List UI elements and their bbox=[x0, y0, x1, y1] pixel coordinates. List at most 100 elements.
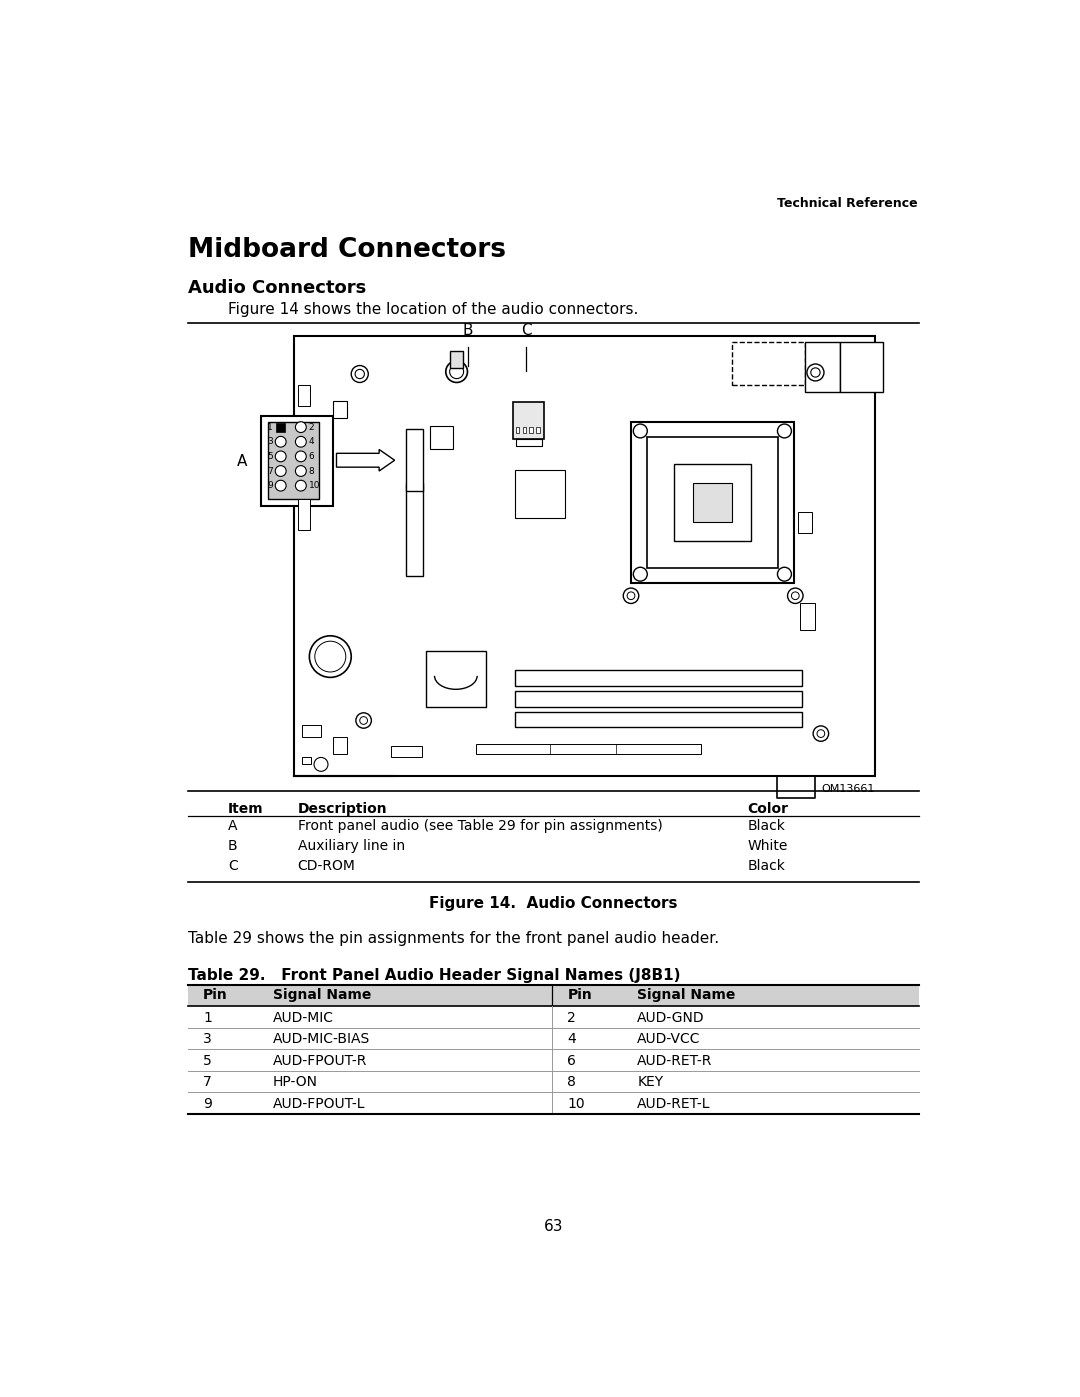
Text: 2: 2 bbox=[567, 1011, 577, 1025]
Text: HP-ON: HP-ON bbox=[273, 1076, 318, 1090]
Circle shape bbox=[296, 481, 307, 490]
Bar bbox=[333, 401, 347, 418]
Bar bbox=[301, 757, 311, 764]
Circle shape bbox=[633, 567, 647, 581]
Circle shape bbox=[816, 729, 825, 738]
Bar bbox=[298, 499, 310, 529]
Circle shape bbox=[275, 451, 286, 462]
Circle shape bbox=[807, 365, 824, 381]
Text: OM13661: OM13661 bbox=[822, 784, 875, 793]
Text: Black: Black bbox=[747, 859, 785, 873]
Circle shape bbox=[778, 567, 792, 581]
Text: 63: 63 bbox=[543, 1220, 564, 1234]
Text: 5: 5 bbox=[203, 1053, 212, 1067]
Text: 1: 1 bbox=[203, 1011, 212, 1025]
Circle shape bbox=[296, 451, 307, 462]
Text: 9: 9 bbox=[267, 481, 273, 490]
Text: 6: 6 bbox=[567, 1053, 577, 1067]
Bar bbox=[806, 342, 840, 393]
Circle shape bbox=[449, 365, 463, 379]
Circle shape bbox=[623, 588, 638, 604]
Bar bbox=[800, 602, 815, 630]
Bar bbox=[301, 725, 321, 738]
Circle shape bbox=[296, 465, 307, 476]
Text: Table 29 shows the pin assignments for the front panel audio header.: Table 29 shows the pin assignments for t… bbox=[188, 930, 719, 946]
Bar bbox=[406, 483, 423, 576]
Text: Color: Color bbox=[747, 802, 788, 816]
Bar bbox=[260, 415, 333, 507]
Text: 4: 4 bbox=[567, 1032, 577, 1046]
Bar bbox=[333, 738, 347, 754]
Text: Figure 14 shows the location of the audio connectors.: Figure 14 shows the location of the audi… bbox=[228, 302, 638, 317]
Text: 8: 8 bbox=[567, 1076, 577, 1090]
Bar bbox=[450, 351, 463, 367]
Bar bbox=[268, 422, 319, 499]
Bar bbox=[515, 692, 801, 707]
Circle shape bbox=[314, 641, 346, 672]
Bar bbox=[515, 427, 519, 433]
Bar bbox=[515, 712, 801, 728]
Text: 6: 6 bbox=[309, 451, 314, 461]
Text: AUD-GND: AUD-GND bbox=[637, 1011, 705, 1025]
Circle shape bbox=[360, 717, 367, 725]
Bar bbox=[840, 342, 882, 393]
Bar bbox=[426, 651, 486, 707]
Text: Signal Name: Signal Name bbox=[273, 989, 372, 1003]
Text: Item: Item bbox=[228, 802, 264, 816]
Bar bbox=[391, 746, 422, 757]
Circle shape bbox=[296, 422, 307, 433]
Text: 2: 2 bbox=[309, 423, 314, 432]
Text: 8: 8 bbox=[309, 467, 314, 475]
Circle shape bbox=[309, 636, 351, 678]
Text: AUD-MIC: AUD-MIC bbox=[273, 1011, 334, 1025]
Circle shape bbox=[275, 465, 286, 476]
Text: Auxiliary line in: Auxiliary line in bbox=[298, 840, 405, 854]
Circle shape bbox=[446, 360, 468, 383]
Text: AUD-MIC-BIAS: AUD-MIC-BIAS bbox=[273, 1032, 370, 1046]
Circle shape bbox=[296, 436, 307, 447]
Circle shape bbox=[633, 425, 647, 437]
Circle shape bbox=[314, 757, 328, 771]
Text: White: White bbox=[747, 840, 787, 854]
Text: Black: Black bbox=[747, 819, 785, 833]
Bar bbox=[294, 335, 875, 775]
Text: 7: 7 bbox=[203, 1076, 212, 1090]
Circle shape bbox=[627, 592, 635, 599]
Bar bbox=[188, 985, 919, 1006]
Bar bbox=[515, 671, 801, 686]
Text: Pin: Pin bbox=[567, 989, 592, 1003]
Bar bbox=[631, 422, 794, 584]
Circle shape bbox=[787, 588, 804, 604]
Text: Front panel audio (see Table 29 for pin assignments): Front panel audio (see Table 29 for pin … bbox=[298, 819, 662, 833]
Text: B: B bbox=[463, 323, 473, 338]
Bar bbox=[513, 402, 544, 440]
Text: 3: 3 bbox=[267, 437, 273, 446]
Text: Signal Name: Signal Name bbox=[637, 989, 735, 1003]
Bar bbox=[674, 464, 751, 541]
Text: Audio Connectors: Audio Connectors bbox=[188, 279, 366, 298]
Text: 7: 7 bbox=[267, 467, 273, 475]
Circle shape bbox=[355, 369, 364, 379]
Text: CD-ROM: CD-ROM bbox=[298, 859, 355, 873]
Bar bbox=[276, 422, 285, 432]
Text: 5: 5 bbox=[267, 451, 273, 461]
Text: C: C bbox=[521, 323, 531, 338]
Bar bbox=[298, 384, 310, 407]
FancyArrow shape bbox=[337, 450, 394, 471]
Bar bbox=[693, 483, 732, 522]
Bar bbox=[523, 427, 526, 433]
Text: Technical Reference: Technical Reference bbox=[778, 197, 918, 210]
Text: A: A bbox=[237, 454, 247, 469]
Text: C: C bbox=[228, 859, 238, 873]
Text: AUD-RET-R: AUD-RET-R bbox=[637, 1053, 713, 1067]
Bar bbox=[647, 437, 779, 569]
Text: 10: 10 bbox=[567, 1097, 585, 1111]
Circle shape bbox=[813, 726, 828, 742]
Bar bbox=[476, 743, 701, 754]
Text: KEY: KEY bbox=[637, 1076, 663, 1090]
Text: 3: 3 bbox=[203, 1032, 212, 1046]
Text: Figure 14.  Audio Connectors: Figure 14. Audio Connectors bbox=[429, 895, 678, 911]
Bar bbox=[537, 427, 540, 433]
Bar bbox=[515, 440, 542, 446]
Text: 1: 1 bbox=[267, 423, 273, 432]
